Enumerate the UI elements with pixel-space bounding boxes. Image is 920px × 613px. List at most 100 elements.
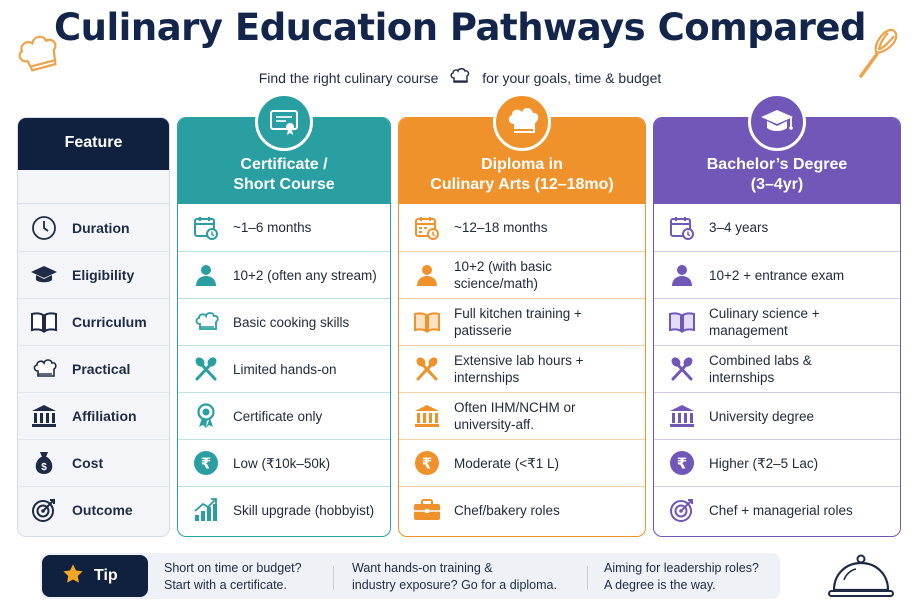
bachelor-duration-cell: 3–4 years [654,204,900,251]
feature-label: Outcome [72,502,133,518]
diploma-curriculum-cell: Full kitchen training + patisserie [399,298,645,345]
feature-row-duration: Duration [18,204,169,251]
tip-label: Tip [94,567,118,584]
rupee-coin-icon: ₹ [192,449,220,477]
book-icon [413,308,441,336]
institution-icon [668,402,696,430]
bachelor-column-header: Bachelor’s Degree (3–4yr) [654,93,900,204]
tip-bar [40,553,780,599]
diploma-outcome-cell: Chef/bakery roles [399,486,645,533]
feature-label: Duration [72,219,130,236]
feature-row-eligibility: Eligibility [18,251,169,298]
cell-text: Higher (₹2–5 Lac) [709,455,819,471]
svg-text:₹: ₹ [677,455,687,473]
bachelor-column: Bachelor’s Degree (3–4yr) 3–4 years 10+2… [653,93,901,537]
cell-text: 10+2 + entrance exam [709,267,845,283]
calendar-icon [413,214,441,242]
certificate-curriculum-cell: Basic cooking skills [178,298,390,345]
diploma-duration-cell: ~12–18 months [399,204,645,251]
rupee-coin-icon: ₹ [668,449,696,477]
cell-text: Combined labs & internships [709,353,812,385]
utensils-icon [668,355,696,383]
feature-row-affiliation: Affiliation [18,392,169,439]
utensils-icon [192,355,220,383]
feature-row-curriculum: Curriculum [18,298,169,345]
certificate-column: Certificate / Short Course ~1–6 months 1… [177,93,391,537]
cell-text: ~12–18 months [454,220,548,235]
cloche-icon [826,550,896,609]
diploma-practical-cell: Extensive lab hours + internships [399,345,645,392]
graduation-cap-icon [30,261,58,289]
svg-text:₹: ₹ [422,455,432,473]
institution-icon [30,402,58,430]
chef-hat-icon [448,64,472,91]
chef-hat-decoration-icon [10,24,68,87]
subtitle-part-2: for your goals, time & budget [482,69,662,86]
tip-item-certificate: Short on time or budget? Start with a ce… [164,561,302,592]
certificate-practical-cell: Limited hands-on [178,345,390,392]
feature-column: Feature Duration Eligibility Curriculum … [17,117,170,537]
bachelor-practical-cell: Combined labs & internships [654,345,900,392]
bachelor-title: Bachelor’s Degree (3–4yr) [706,156,848,193]
tip-divider [333,566,334,590]
certificate-title: Certificate / Short Course [233,156,335,193]
diploma-affiliation-cell: Often IHM/NCHM or university-aff. [399,392,645,439]
cell-text: Extensive lab hours + internships [454,353,584,385]
mortarboard-icon [748,93,806,151]
feature-label: Cost [72,455,104,471]
cell-text: Chef/bakery roles [454,502,560,518]
diploma-cost-cell: ₹ Moderate (<₹1 L) [399,439,645,486]
feature-label: Curriculum [72,314,147,330]
cell-text: Culinary science + management [709,306,820,338]
person-icon [668,261,696,289]
cell-text: Basic cooking skills [233,314,350,330]
page-title: Culinary Education Pathways Compared [54,6,867,49]
diploma-title: Diploma in Culinary Arts (12–18mo) [430,156,614,193]
calendar-icon [668,214,696,242]
tip-item-degree: Aiming for leadership roles? A degree is… [604,561,759,592]
cell-text: Certificate only [233,408,323,424]
certificate-icon [255,93,313,151]
person-icon [192,261,220,289]
bachelor-affiliation-cell: University degree [654,392,900,439]
cell-text: Chef + managerial roles [709,502,853,518]
whisk-decoration-icon [852,24,912,91]
feature-row-cost: $ Cost [18,439,169,486]
rupee-coin-icon: ₹ [413,449,441,477]
star-icon [62,563,84,590]
chef-hat-icon [493,93,551,151]
svg-text:$: $ [41,462,47,473]
feature-label: Affiliation [72,408,137,424]
certificate-duration-cell: ~1–6 months [178,204,390,251]
cell-text: Moderate (<₹1 L) [454,455,560,471]
money-bag-icon: $ [30,449,58,477]
certificate-column-header: Certificate / Short Course [178,93,390,204]
cell-text: Often IHM/NCHM or university-aff. [454,400,576,432]
feature-row-practical: Practical [18,345,169,392]
cell-text: Skill upgrade (hobbyist) [233,502,375,518]
feature-label: Practical [72,361,131,377]
briefcase-icon [413,496,441,524]
diploma-eligibility-cell: 10+2 (with basic science/math) [399,251,645,298]
certificate-eligibility-cell: 10+2 (often any stream) [178,251,390,298]
subtitle-part-1: Find the right culinary course [258,69,439,86]
cell-text: 10+2 (often any stream) [233,267,377,283]
cell-text: Full kitchen training + patisserie [454,306,582,338]
bachelor-curriculum-cell: Culinary science + management [654,298,900,345]
award-ribbon-icon [192,402,220,430]
calendar-icon [192,214,220,242]
book-icon [30,308,58,336]
diploma-column: Diploma in Culinary Arts (12–18mo) ~12–1… [398,93,646,537]
certificate-outcome-cell: Skill upgrade (hobbyist) [178,486,390,533]
cell-text: Limited hands-on [233,361,337,377]
utensils-icon [413,355,441,383]
diploma-column-header: Diploma in Culinary Arts (12–18mo) [399,93,645,204]
institution-icon [413,402,441,430]
target-icon [30,496,58,524]
tip-item-diploma: Want hands-on training & industry exposu… [352,561,557,592]
feature-header-label: Feature [64,134,123,151]
cell-text: Low (₹10k–50k) [233,455,331,471]
bachelor-cost-cell: ₹ Higher (₹2–5 Lac) [654,439,900,486]
bachelor-eligibility-cell: 10+2 + entrance exam [654,251,900,298]
tip-badge: Tip [42,555,148,597]
